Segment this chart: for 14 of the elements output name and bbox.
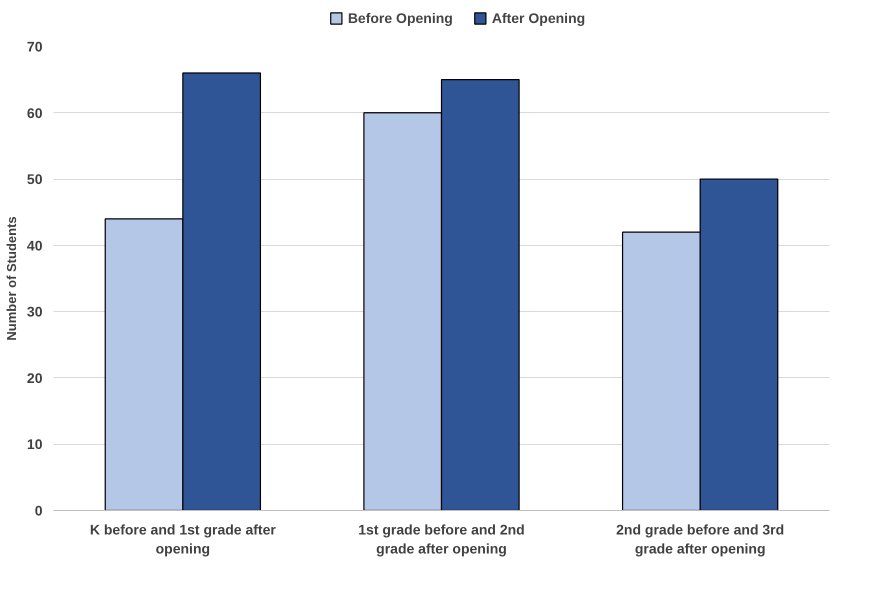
y-tick-label: 10 [26, 436, 43, 452]
x-tick-label: K before and 1st grade after opening [90, 522, 276, 557]
y-tick-label: 40 [26, 237, 43, 254]
y-tick-label: 20 [26, 370, 43, 386]
y-tick-label: 50 [26, 171, 43, 188]
y-tick-label: 60 [26, 104, 43, 121]
x-tick-label: 1st grade before and 2nd grade after opening [358, 522, 525, 557]
legend-label: Before Opening [348, 10, 453, 26]
x-tick-label: 2nd grade before and 3rd grade after opening [616, 522, 784, 557]
y-tick-label: 70 [26, 38, 43, 54]
y-tick-label: 30 [26, 304, 43, 320]
legend-label: After Opening [492, 10, 586, 26]
y-tick-label: 0 [34, 502, 43, 518]
y-axis-title: Number of Students [4, 216, 19, 341]
